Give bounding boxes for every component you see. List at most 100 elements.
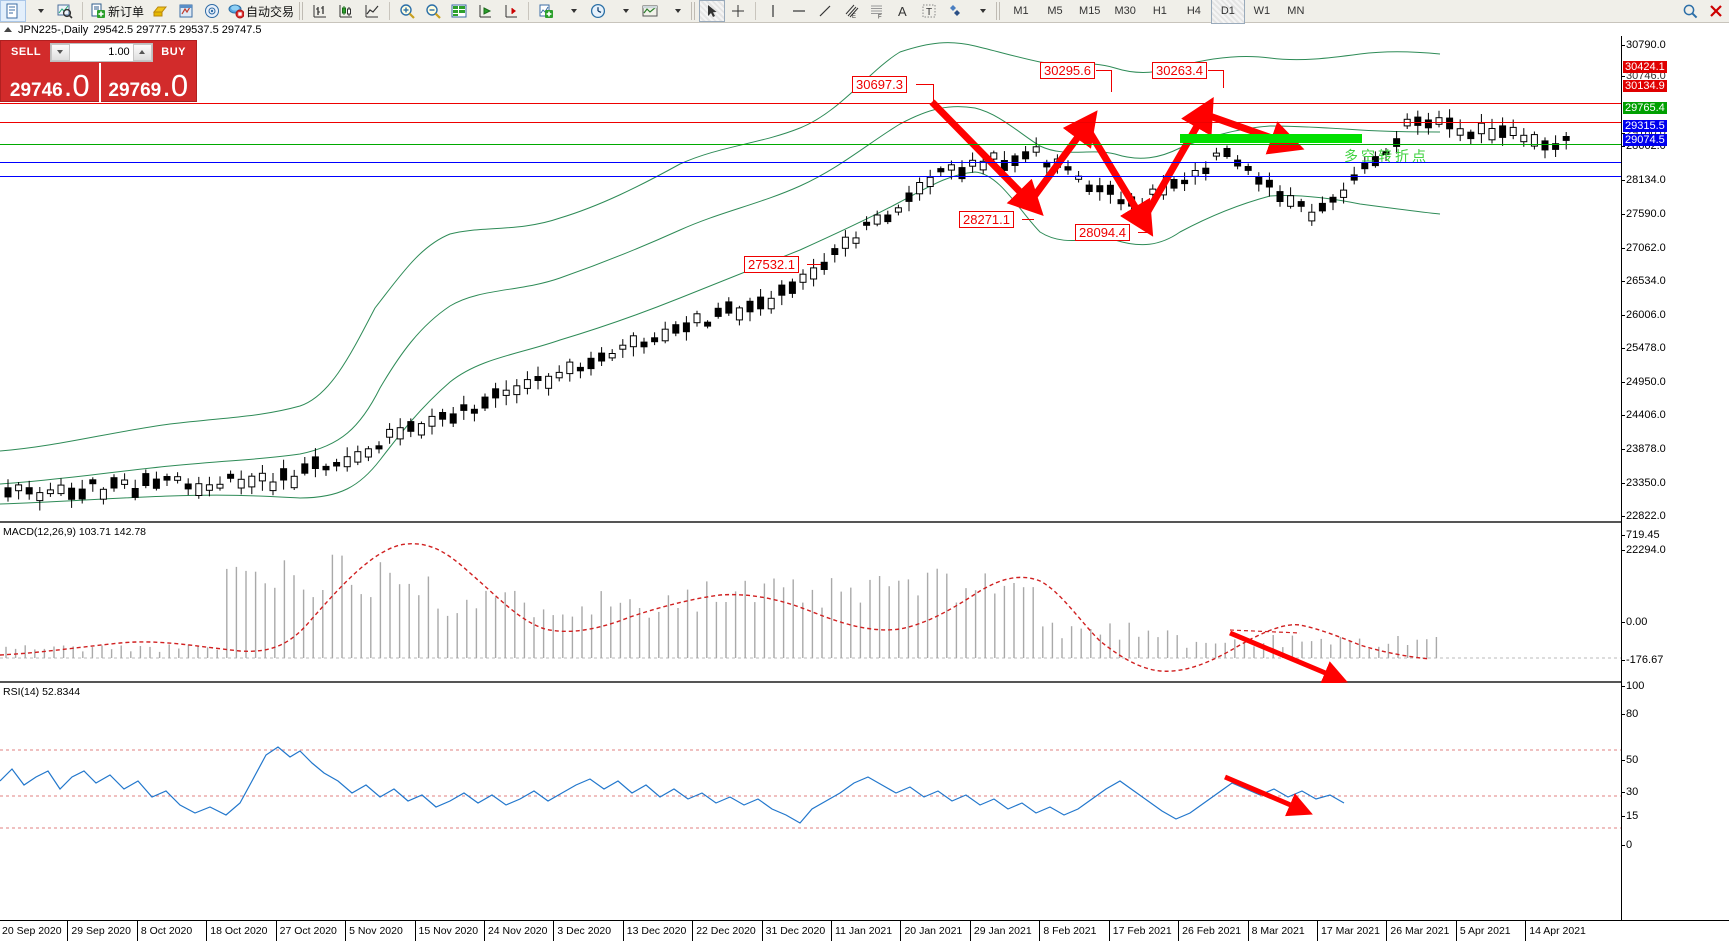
time-tick-0: 20 Sep 2020 [2,925,62,937]
time-axis-separator [345,921,347,941]
time-axis-separator [553,921,555,941]
time-tick-22: 14 Apr 2021 [1529,925,1586,937]
templates-caret[interactable] [663,0,689,22]
time-axis[interactable]: 20 Sep 2020 29 Sep 2020 8 Oct 2020 18 Oct 2… [0,920,1729,941]
time-axis-separator [1386,921,1388,941]
toolbar-grip-2[interactable] [691,2,698,20]
time-tick-9: 13 Dec 2020 [626,925,687,937]
rsi-pane[interactable]: RSI(14) 52.8344 [0,685,1621,918]
price-pane[interactable]: 多空转折点 30697.3 27532.1 28271.1 30295.6 28… [0,36,1621,523]
text-tool-icon[interactable]: A [890,0,916,22]
volume-stepper[interactable]: 1.00 [49,42,153,62]
sell-button[interactable]: SELL [11,46,42,58]
swing-leader-30295 [1096,70,1112,71]
metaeditor-icon[interactable] [147,0,173,22]
svg-text:A: A [898,4,907,19]
vertical-line-tool-icon[interactable] [760,0,786,22]
price-chart-svg [0,42,1570,511]
sell-price[interactable]: 29746.0 [9,67,90,103]
price-tick-0: 30790.0 [1622,39,1666,51]
add-indicator-icon[interactable] [533,0,559,22]
toolbar-separator-3 [528,2,530,20]
clock-icon[interactable] [585,0,611,22]
chart-search-icon[interactable] [52,0,78,22]
swing-tag-30697: 30697.3 [852,76,907,93]
price-tick-7: 25478.0 [1622,342,1666,354]
toolbar-separator [82,2,83,20]
toolbar-grip[interactable] [299,2,306,20]
time-tick-19: 17 Mar 2021 [1321,925,1380,937]
chart-dropdown-caret[interactable] [26,0,52,22]
cursor-tool-icon[interactable] [699,0,726,22]
timeframe-mn[interactable]: MN [1287,5,1305,17]
time-tick-14: 29 Jan 2021 [973,925,1032,937]
timeframe-h4[interactable]: H4 [1186,5,1201,17]
price-tick-2: 28134.0 [1622,174,1666,186]
grid-green-icon[interactable] [446,0,472,22]
time-axis-separator [1317,921,1318,941]
indicators-caret[interactable] [559,0,585,22]
time-axis-separator [1039,921,1041,941]
svg-text:T: T [926,7,932,18]
price-tick-hidden-0: 30746.0 [1622,70,1666,82]
auto-trading-label: 自动交易 [246,4,295,19]
time-axis-separator [831,921,833,941]
template-icon[interactable] [637,0,663,22]
time-axis-separator [414,921,416,941]
buy-button[interactable]: BUY [161,46,186,58]
label-tool-icon[interactable]: T [916,0,942,22]
search-icon[interactable] [1677,0,1703,22]
timeframe-m30[interactable]: M30 [1114,5,1136,17]
crosshair-tool-icon[interactable] [725,0,751,22]
swing-leader-30263 [1208,70,1224,71]
turning-point-note: 多空转折点 [1344,149,1429,165]
price-tick-3: 27590.0 [1622,208,1666,220]
signals-icon[interactable] [199,0,225,22]
close-icon[interactable] [1703,0,1729,22]
time-axis-separator [67,921,69,941]
new-order-label: 新订单 [108,4,145,19]
fibonacci-tool-icon[interactable]: F [864,0,890,22]
horizontal-line-tool-icon[interactable] [786,0,812,22]
price-level-label-30134.9: 30134.9 [1623,80,1667,92]
buy-price[interactable]: 29769.0 [98,63,197,103]
expert-advisors-icon[interactable] [173,0,199,22]
time-axis-separator [483,921,485,941]
timeframe-group: M1 M5 M15 M30 H1 H4 D1 W1 MN [1004,0,1313,24]
timeframe-m1[interactable]: M1 [1013,5,1029,17]
timeframe-m15[interactable]: M15 [1079,5,1101,17]
zoom-out-icon[interactable] [420,0,446,22]
shapes-tool-icon[interactable] [942,0,968,22]
timeframe-m5[interactable]: M5 [1047,5,1063,17]
new-order-button[interactable]: 新订单 [87,0,147,22]
price-tick-6: 26006.0 [1622,309,1666,321]
one-click-trade-panel[interactable]: SELL 1.00 BUY 29746.0 29769.0 [0,40,197,103]
volume-decrease-button[interactable] [50,43,70,61]
price-axis[interactable]: 30790.0 28662.0 28134.0 27590.0 27062.0 26534… [1621,36,1729,920]
timeframe-h1[interactable]: H1 [1152,5,1167,17]
autoscroll-icon[interactable] [472,0,498,22]
time-axis-separator [1455,921,1457,941]
bar-chart-icon[interactable] [307,0,333,22]
auto-trading-button[interactable]: 自动交易 [225,0,297,22]
swing-leader-v-30697 [933,84,934,104]
volume-input[interactable]: 1.00 [69,43,133,61]
rsi-tick-3: 30 [1621,786,1639,798]
line-chart-icon[interactable] [359,0,385,22]
candlestick-chart-icon[interactable] [333,0,359,22]
new-chart-icon[interactable] [0,0,26,22]
volume-increase-button[interactable] [132,43,152,61]
time-tick-5: 5 Nov 2020 [349,925,403,937]
objects-caret[interactable] [968,0,994,22]
timeframe-w1[interactable]: W1 [1253,5,1271,17]
time-axis-separator [1525,921,1527,941]
period-caret[interactable] [611,0,637,22]
trendline-tool-icon[interactable] [812,0,838,22]
macd-pane[interactable]: MACD(12,26,9) 103.71 142.78 [0,525,1621,683]
timeframe-d1[interactable]: D1 [1210,0,1245,24]
toolbar-grip-3[interactable] [996,2,1003,20]
zoom-in-icon[interactable] [394,0,420,22]
time-tick-3: 18 Oct 2020 [210,925,268,937]
equidistant-channel-tool-icon[interactable]: E [838,0,864,22]
chartshift-icon[interactable] [498,0,524,22]
